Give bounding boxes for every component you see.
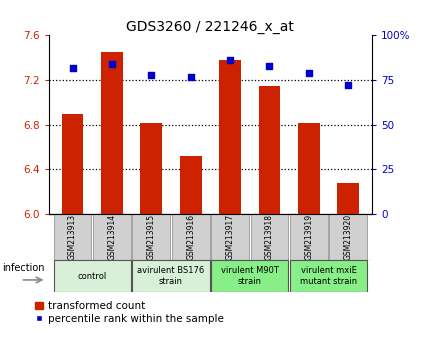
Point <box>306 70 312 76</box>
Point <box>227 58 233 63</box>
Legend: transformed count, percentile rank within the sample: transformed count, percentile rank withi… <box>35 301 224 324</box>
Point <box>345 82 351 88</box>
Bar <box>298 122 320 214</box>
FancyBboxPatch shape <box>290 214 328 260</box>
FancyBboxPatch shape <box>93 214 131 260</box>
Bar <box>101 52 123 214</box>
Bar <box>337 183 359 214</box>
Bar <box>62 114 83 214</box>
Text: avirulent BS176
strain: avirulent BS176 strain <box>137 267 204 286</box>
Bar <box>180 156 201 214</box>
Text: GSM213918: GSM213918 <box>265 214 274 260</box>
FancyBboxPatch shape <box>290 260 367 292</box>
FancyBboxPatch shape <box>132 214 170 260</box>
Text: GSM213920: GSM213920 <box>344 214 353 260</box>
Text: GSM213919: GSM213919 <box>304 214 313 260</box>
FancyBboxPatch shape <box>329 214 367 260</box>
FancyBboxPatch shape <box>132 260 210 292</box>
Bar <box>219 60 241 214</box>
Bar <box>140 122 162 214</box>
Point <box>108 61 115 67</box>
Title: GDS3260 / 221246_x_at: GDS3260 / 221246_x_at <box>126 21 294 34</box>
Text: GSM213915: GSM213915 <box>147 214 156 260</box>
FancyBboxPatch shape <box>54 260 131 292</box>
Text: infection: infection <box>3 263 45 273</box>
Text: GSM213913: GSM213913 <box>68 214 77 260</box>
Text: GSM213914: GSM213914 <box>108 214 116 260</box>
FancyBboxPatch shape <box>251 214 289 260</box>
Point <box>266 63 273 69</box>
Text: virulent mxiE
mutant strain: virulent mxiE mutant strain <box>300 267 357 286</box>
Point <box>187 74 194 79</box>
FancyBboxPatch shape <box>211 214 249 260</box>
FancyBboxPatch shape <box>211 260 289 292</box>
Point <box>69 65 76 70</box>
Text: GSM213917: GSM213917 <box>226 214 235 260</box>
Text: GSM213916: GSM213916 <box>186 214 195 260</box>
Text: control: control <box>78 272 107 281</box>
Text: virulent M90T
strain: virulent M90T strain <box>221 267 279 286</box>
FancyBboxPatch shape <box>54 214 91 260</box>
FancyBboxPatch shape <box>172 214 210 260</box>
Point <box>148 72 155 78</box>
Bar <box>259 86 280 214</box>
